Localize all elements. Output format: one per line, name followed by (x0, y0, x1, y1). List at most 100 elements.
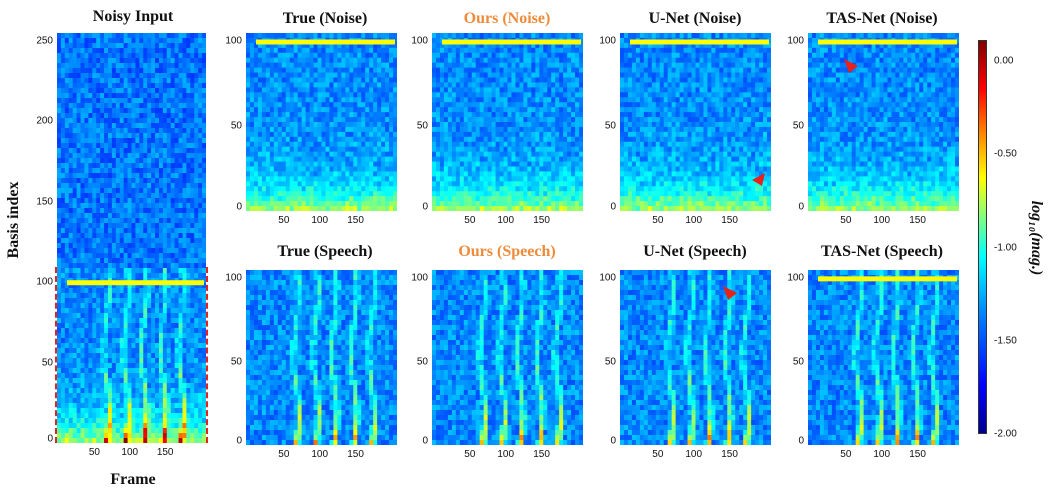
heatmap-cell (257, 62, 263, 69)
heatmap-cell (190, 328, 195, 334)
heatmap-cell (57, 423, 62, 429)
heatmap-cell (170, 83, 176, 89)
heatmap-cell (158, 203, 164, 209)
heatmap-cell (96, 248, 101, 254)
heatmap-cell (202, 83, 206, 89)
heatmap-cell (76, 368, 81, 374)
heatmap-cell (155, 248, 160, 254)
heatmap-cell (92, 378, 97, 384)
heatmap-cell (305, 201, 310, 207)
heatmap-cell (297, 92, 303, 98)
heatmap-cell (369, 97, 374, 103)
heatmap-cell (92, 213, 97, 219)
heatmap-cell (313, 186, 318, 192)
heatmap-cell (72, 53, 77, 59)
heatmap-cell (361, 33, 366, 39)
heatmap-cell (443, 87, 449, 93)
heatmap-cell (198, 253, 203, 259)
heatmap-cell (289, 146, 295, 153)
heatmap-cell (329, 126, 334, 133)
heatmap-cell (151, 218, 156, 224)
heatmap-cell (127, 243, 132, 249)
heatmap-cell (361, 52, 366, 59)
heatmap-cell (515, 52, 520, 59)
heatmap-cell (88, 148, 93, 154)
heatmap-cell (135, 393, 140, 399)
heatmap-cell (325, 97, 330, 103)
heatmap-cell (147, 418, 152, 424)
heatmap-cell (147, 398, 152, 404)
heatmap-cell (143, 128, 148, 134)
heatmap-cell (253, 122, 259, 128)
heatmap-cell (186, 413, 191, 419)
heatmap-cell (135, 273, 140, 279)
heatmap-cell (158, 338, 164, 344)
heatmap-cell (166, 228, 172, 234)
heatmap-cell (151, 228, 156, 234)
heatmap-cell (337, 117, 342, 123)
heatmap-cell (321, 92, 326, 98)
heatmap-cell (182, 408, 187, 414)
heatmap-cell (337, 191, 342, 197)
heatmap-cell (439, 47, 445, 54)
heatmap-cell (147, 113, 152, 119)
heatmap-noisy-input (57, 33, 206, 443)
heatmap-cell (162, 438, 168, 443)
heatmap-cell (119, 318, 125, 324)
heatmap-cell (127, 293, 132, 299)
heatmap-cell (174, 373, 179, 379)
heatmap-cell (107, 188, 113, 194)
heatmap-cell (100, 233, 105, 239)
heatmap-cell (104, 43, 109, 49)
heatmap-cell (104, 128, 109, 134)
heatmap-cell (135, 133, 140, 139)
heatmap-cell (451, 72, 457, 78)
heatmap-cell (439, 77, 445, 83)
heatmap-cell (246, 102, 251, 108)
heatmap-cell (162, 433, 168, 439)
heatmap-cell (174, 293, 179, 299)
heatmap-cell (104, 93, 109, 99)
heatmap-cell (198, 123, 203, 129)
heatmap-cell (432, 72, 437, 78)
heatmap-cell (321, 102, 326, 108)
heatmap-cell (389, 87, 394, 93)
heatmap-cell (333, 196, 338, 202)
heatmap-cell (147, 178, 152, 184)
heatmap-cell (92, 403, 97, 409)
heatmap-cell (60, 108, 66, 114)
heatmap-cell (174, 398, 179, 404)
heatmap-cell (381, 102, 386, 108)
heatmap-cell (147, 433, 152, 439)
heatmap-cell (104, 178, 109, 184)
heatmap-cell (194, 393, 199, 399)
heatmap-cell (84, 143, 89, 149)
heatmap-cell (479, 42, 485, 49)
heatmap-cell (467, 42, 473, 49)
heatmap-cell (72, 268, 77, 274)
heatmap-cell (321, 72, 326, 78)
heatmap-cell (281, 171, 287, 177)
heatmap-cell (107, 93, 113, 99)
heatmap-cell (100, 193, 105, 199)
heatmap-cell (174, 68, 179, 74)
heatmap-cell (349, 97, 354, 103)
heatmap-cell (329, 57, 334, 64)
heatmap-cell (92, 323, 97, 329)
heatmap-cell (119, 433, 125, 439)
heatmap-cell (277, 87, 283, 93)
heatmap-cell (202, 183, 206, 189)
heatmap-cell (80, 313, 85, 319)
heatmap-cell (345, 122, 350, 128)
heatmap-cell (178, 418, 183, 424)
heatmap-cell (519, 82, 524, 88)
heatmap-cell (68, 403, 74, 409)
heatmap-cell (80, 233, 85, 239)
heatmap-cell (313, 146, 318, 153)
heatmap-cell (166, 388, 172, 394)
heatmap-cell (309, 136, 314, 143)
heatmap-cell (96, 113, 101, 119)
heatmap-cell (273, 112, 279, 118)
heatmap-cell (166, 173, 172, 179)
heatmap-cell (261, 92, 267, 98)
